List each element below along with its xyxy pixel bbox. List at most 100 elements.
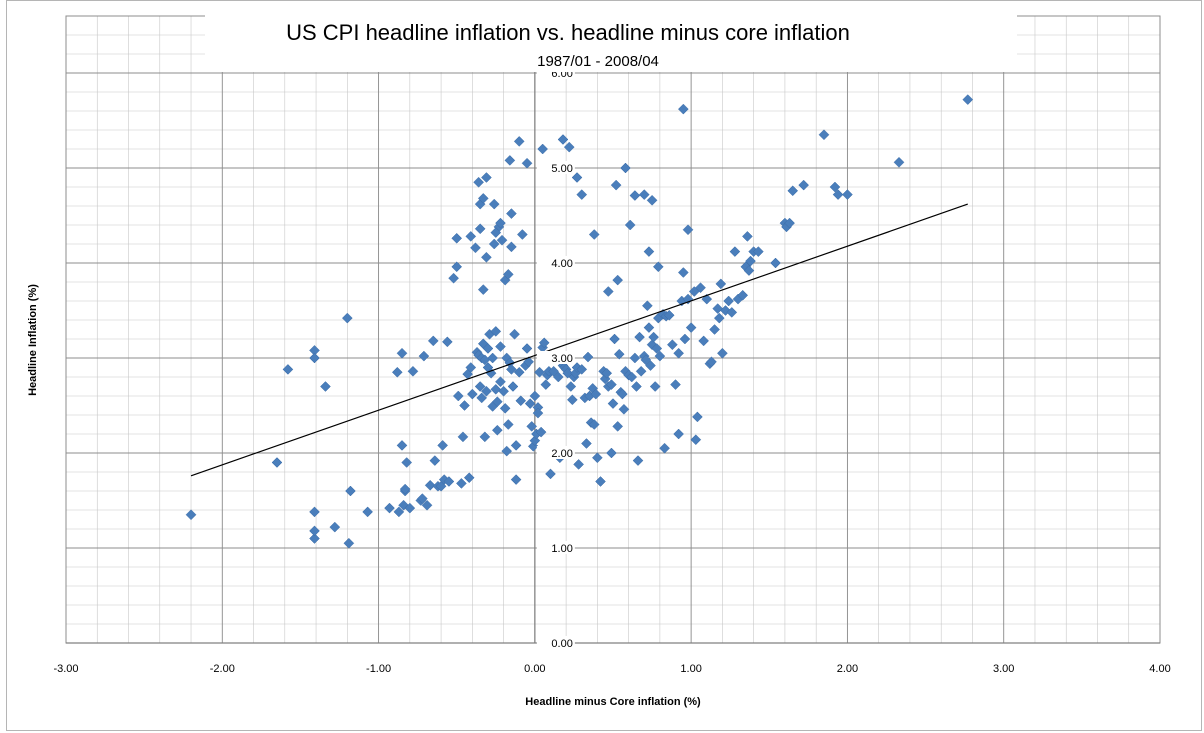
data-point [613, 348, 625, 360]
y-tick-label-background [536, 541, 575, 554]
data-point [540, 379, 552, 390]
data-point [582, 351, 594, 363]
y-tick-label: 3.00 [551, 353, 572, 365]
data-point [510, 440, 522, 451]
data-point [667, 339, 678, 351]
data-point [517, 229, 528, 240]
data-point [488, 198, 500, 210]
data-point [490, 227, 502, 238]
data-point [479, 431, 491, 443]
y-tick-label-background [536, 351, 575, 364]
data-point [538, 337, 550, 349]
data-point [499, 402, 511, 414]
data-point [448, 272, 459, 284]
y-tick-label-background [536, 636, 575, 649]
data-point [745, 255, 756, 267]
data-point [573, 459, 584, 470]
data-point [309, 525, 320, 537]
data-point [717, 347, 728, 359]
data-point [590, 388, 602, 400]
y-tick-labels: 0.001.002.003.004.005.006.00 [536, 66, 575, 650]
x-tick-label: 4.00 [1149, 663, 1170, 675]
y-tick-label: 5.00 [551, 163, 572, 175]
data-point [829, 181, 841, 193]
y-tick-label: 0.00 [551, 638, 572, 650]
data-point [624, 219, 636, 231]
data-point [606, 379, 617, 390]
data-point [309, 533, 320, 544]
data-point [690, 434, 702, 446]
data-point [685, 322, 697, 333]
data-point [343, 537, 355, 549]
data-point [646, 194, 658, 206]
data-point [329, 521, 341, 533]
data-point [443, 476, 455, 487]
data-point [601, 367, 613, 379]
data-point [565, 381, 577, 392]
data-point [609, 333, 620, 345]
data-point [481, 251, 492, 263]
data-point [501, 445, 513, 457]
data-point [465, 231, 477, 242]
data-point [481, 172, 492, 183]
plot-area-border [65, 15, 1161, 644]
data-point [670, 379, 681, 390]
data-point [424, 479, 436, 491]
chart-title: US CPI headline inflation vs. headline m… [286, 20, 850, 45]
data-point [620, 162, 631, 174]
data-point [651, 343, 663, 354]
x-tick-label: -3.00 [53, 663, 78, 675]
data-point [502, 269, 514, 280]
y-tick-label: 4.00 [551, 258, 572, 270]
y-tick-label-background [536, 161, 575, 174]
data-point [602, 286, 614, 297]
data-point [521, 343, 533, 354]
data-point [506, 208, 517, 219]
data-point [451, 261, 463, 273]
data-point [407, 365, 419, 377]
data-point [659, 442, 670, 454]
data-point [618, 403, 630, 415]
data-point [506, 241, 517, 253]
data-point [832, 189, 844, 200]
data-point [713, 312, 725, 324]
data-point [682, 224, 694, 236]
data-point [893, 156, 905, 168]
data-point [470, 242, 481, 254]
data-point [692, 411, 703, 423]
data-point [529, 390, 541, 402]
data-point [634, 331, 645, 343]
data-point [787, 185, 799, 197]
data-point [495, 217, 506, 229]
x-tick-labels: -3.00 -2.00 -1.00 0.00 1.00 2.00 3.00 4.00 [53, 663, 1170, 675]
data-point [271, 457, 283, 468]
data-point [513, 136, 525, 147]
chart-subtitle: 1987/01 - 2008/04 [537, 53, 659, 70]
data-point [607, 398, 619, 409]
data-point [507, 381, 519, 392]
data-point [498, 385, 509, 397]
data-point [362, 506, 373, 518]
data-point [545, 468, 556, 480]
data-point [610, 179, 622, 191]
data-point [418, 350, 430, 362]
data-point [309, 506, 320, 518]
trendline-group [190, 203, 968, 477]
data-point [629, 190, 641, 201]
data-point [677, 267, 689, 278]
data-point [341, 312, 353, 324]
data-point [495, 376, 506, 388]
data-point [427, 335, 439, 347]
data-point [588, 229, 600, 240]
data-point [709, 324, 720, 335]
data-point [798, 179, 810, 191]
data-point [452, 390, 464, 402]
data-point [473, 176, 484, 188]
data-point [393, 506, 405, 518]
data-point [404, 502, 416, 514]
data-point [592, 452, 603, 464]
gridlines [65, 15, 1161, 644]
data-point [524, 398, 536, 409]
title-background [205, 14, 1017, 72]
data-point [506, 364, 517, 375]
